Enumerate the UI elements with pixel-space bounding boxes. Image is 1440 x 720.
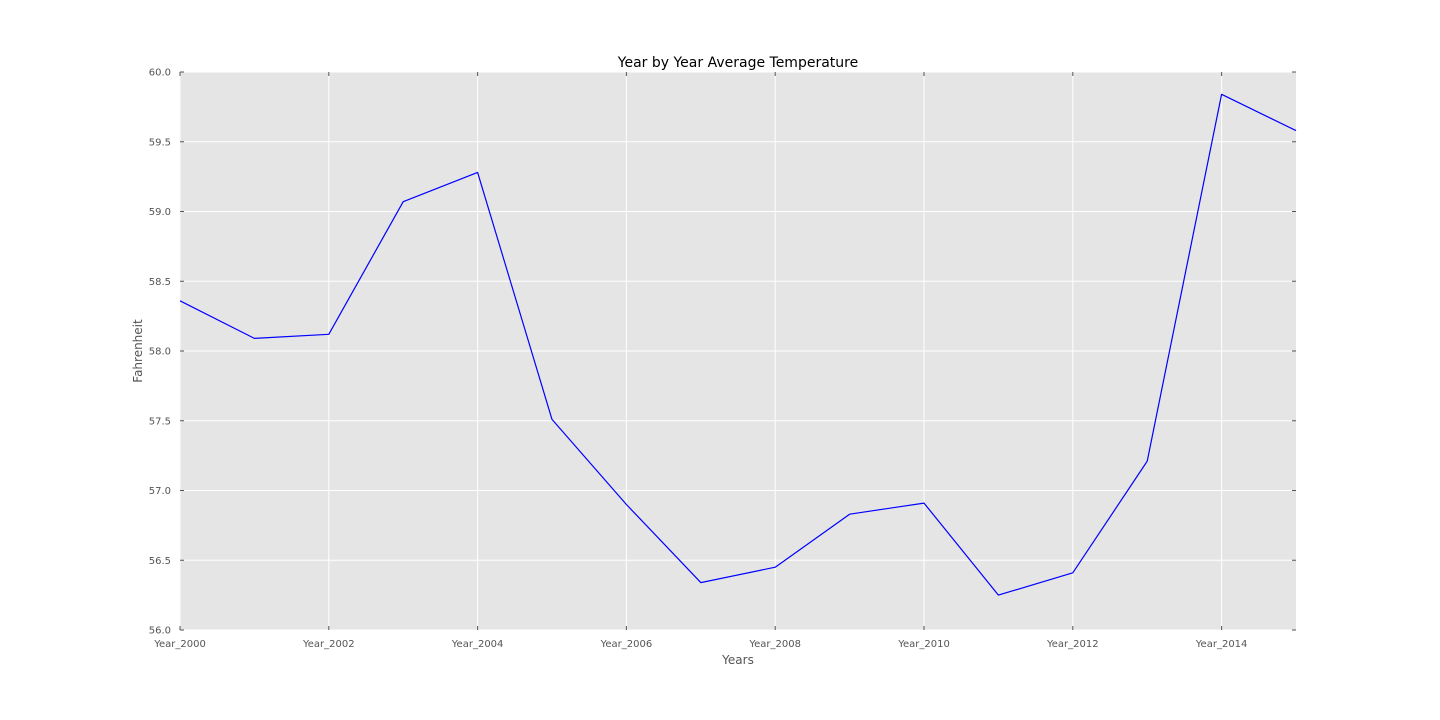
axis-ticks [179, 71, 1296, 631]
x-tick-label: Year_2004 [451, 639, 504, 650]
x-tick-label: Year_2010 [897, 639, 950, 650]
series-group [179, 93, 1297, 596]
y-axis-title: Fahrenheit [131, 319, 145, 383]
x-tick-label: Year_2012 [1046, 639, 1099, 650]
y-tick-labels: 56.0 56.5 57.0 57.5 58.0 58.5 59.0 59.5 60.0 [149, 68, 171, 637]
y-tick-label: 56.5 [149, 556, 171, 567]
x-tick-label: Year_2014 [1195, 639, 1248, 650]
x-tick-label: Year_2002 [302, 639, 355, 650]
y-tick-label: 57.0 [149, 486, 171, 497]
x-tick-label: Year_2000 [153, 639, 206, 650]
y-tick-label: 58.0 [149, 347, 171, 358]
y-tick-label: 60.0 [149, 68, 171, 79]
series-line [179, 93, 1297, 596]
x-tick-labels: Year_2000 Year_2002 Year_2004 Year_2006 Year… [153, 639, 1247, 650]
grid-lines [179, 71, 1296, 631]
y-tick-label: 59.0 [149, 207, 171, 218]
x-tick-label: Year_2008 [748, 639, 801, 650]
chart-title: Year by Year Average Temperature [617, 55, 858, 71]
y-tick-label: 58.5 [149, 277, 171, 288]
y-tick-label: 56.0 [149, 626, 171, 637]
y-tick-label: 57.5 [149, 416, 171, 427]
x-axis-title: Years [721, 653, 754, 667]
y-tick-label: 59.5 [149, 137, 171, 148]
x-tick-label: Year_2006 [600, 639, 653, 650]
